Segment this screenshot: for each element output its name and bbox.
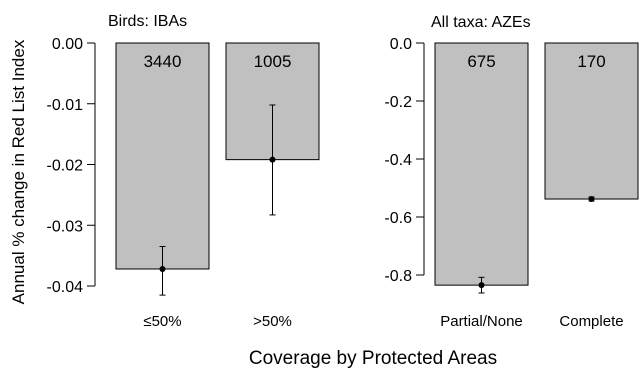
point-estimate	[269, 156, 276, 163]
point-estimate	[478, 282, 485, 289]
bar-count-label: 170	[577, 52, 605, 71]
y-tick-label: -0.4	[384, 152, 412, 169]
point-estimate	[159, 265, 166, 272]
bar	[544, 42, 639, 200]
category-label: Complete	[559, 313, 623, 330]
y-tick-label: -0.02	[47, 158, 84, 175]
y-tick-label: -0.01	[47, 97, 84, 114]
panel-birds-ibas: Birds: IBAs 0.00 -0.01 -0.02 -0.03 -0.04 3440 ≤…	[47, 13, 320, 330]
y-tick-label: -0.04	[47, 279, 84, 296]
bar	[115, 42, 210, 270]
bar	[434, 42, 529, 286]
y-tick-label: 0.00	[52, 36, 83, 53]
y-axis-label: Annual % change in Red List Index	[9, 39, 28, 304]
category-label: ≤50%	[143, 313, 181, 330]
category-label: >50%	[253, 313, 292, 330]
bar-count-label: 675	[467, 52, 495, 71]
category-label: Partial/None	[440, 313, 523, 330]
y-tick-label: -0.8	[384, 268, 412, 285]
panel-all-taxa-azes: All taxa: AZEs 0.0 -0.2 -0.4 -0.6 -0.8 675 Part…	[384, 14, 639, 330]
panel-title: Birds: IBAs	[108, 13, 187, 30]
y-tick-label: -0.2	[384, 94, 412, 111]
x-axis-label: Coverage by Protected Areas	[249, 348, 497, 369]
point-estimate	[588, 196, 595, 203]
y-tick-label: -0.6	[384, 210, 412, 227]
panel-title: All taxa: AZEs	[431, 14, 531, 31]
bar-count-label: 3440	[144, 52, 182, 71]
bar-count-label: 1005	[254, 52, 292, 71]
y-tick-label: 0.0	[390, 36, 412, 53]
y-tick-label: -0.03	[47, 218, 84, 235]
